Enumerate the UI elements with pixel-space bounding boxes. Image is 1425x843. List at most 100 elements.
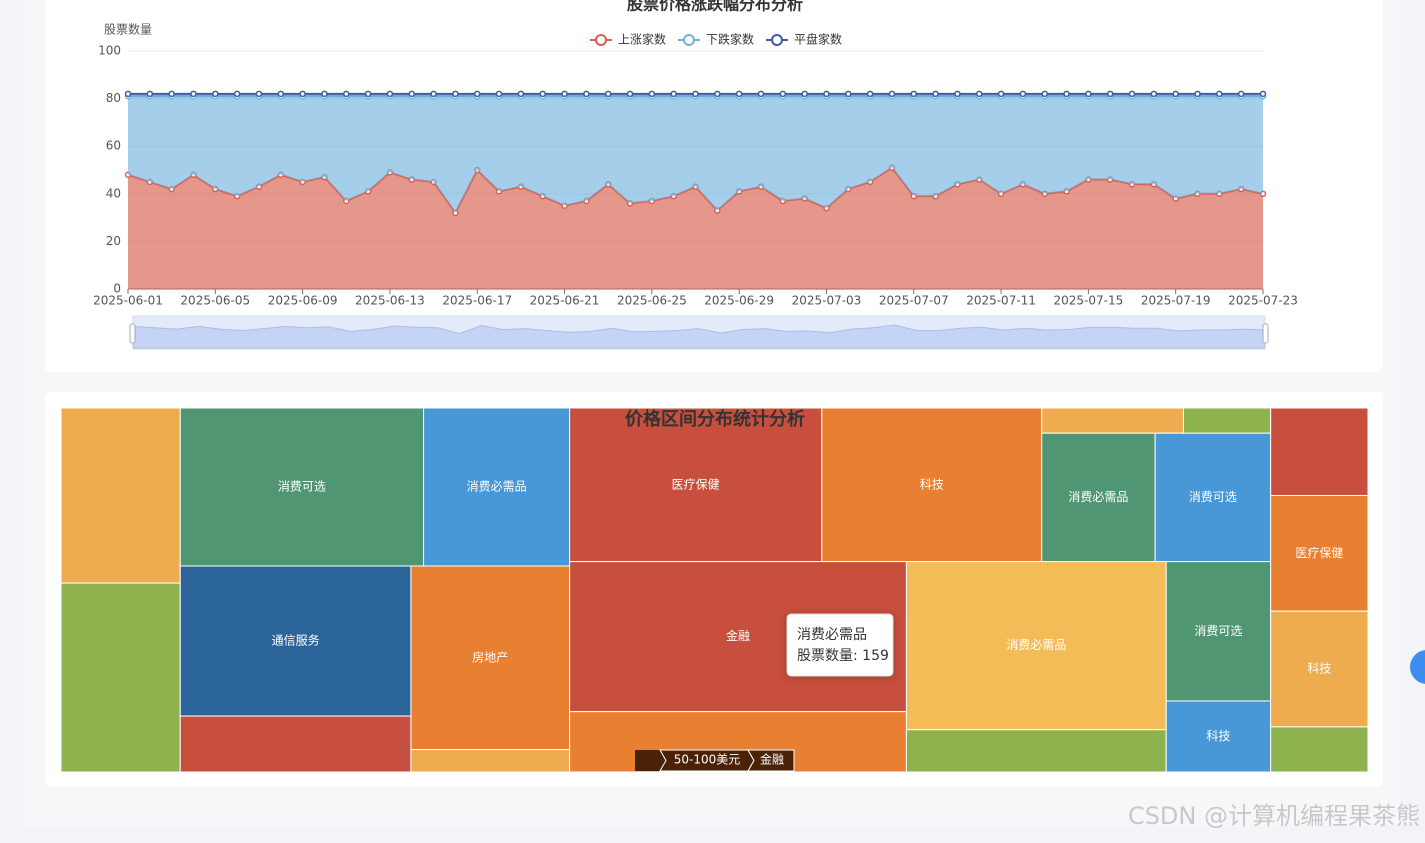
treemap-cell[interactable] <box>179 715 412 773</box>
y-tick-label: 40 <box>106 186 121 200</box>
tooltip-text: 股票数量: 159 <box>797 648 889 664</box>
x-tick-label: 2025-06-05 <box>180 294 250 308</box>
x-tick-label: 2025-07-11 <box>966 294 1036 308</box>
x-tick-label: 2025-06-17 <box>442 294 512 308</box>
point <box>779 90 787 98</box>
treemap-label: 消费可选 <box>1194 624 1242 638</box>
legend-label: 下跌家数 <box>706 32 754 47</box>
x-tick-label: 2025-06-29 <box>704 294 774 308</box>
treemap-label: 消费可选 <box>1189 490 1237 504</box>
treemap-label: 科技 <box>920 477 944 491</box>
breadcrumb-item[interactable] <box>635 750 666 771</box>
breadcrumb-item[interactable] <box>747 749 795 772</box>
treemap-cell[interactable] <box>1270 407 1369 496</box>
treemap-label: 金融 <box>726 628 750 643</box>
treemap-label: 医疗保健 <box>672 477 720 491</box>
x-tick-label: 2025-07-07 <box>879 294 949 308</box>
point <box>626 90 634 98</box>
treemap-cell[interactable] <box>423 407 571 567</box>
treemap-cell[interactable] <box>1182 407 1272 434</box>
point <box>1172 90 1179 98</box>
point <box>888 90 896 98</box>
y-tick-label: 100 <box>98 44 121 58</box>
y-tick-label: 60 <box>106 139 121 153</box>
legend-label: 平盘家数 <box>794 32 842 47</box>
point <box>735 90 743 98</box>
treemap-label: 医疗保健 <box>1295 546 1343 560</box>
point <box>539 90 546 98</box>
area <box>128 167 1263 289</box>
y-axis-label: 股票数量 <box>104 22 152 37</box>
point <box>1128 90 1136 98</box>
treemap-cell[interactable] <box>569 407 823 563</box>
treemap-cell[interactable] <box>905 561 1167 731</box>
point <box>757 90 765 98</box>
point <box>997 90 1005 98</box>
treemap-cell[interactable] <box>410 748 571 773</box>
point <box>1237 90 1245 98</box>
breadcrumb-label[interactable]: 50-100美元 <box>674 753 741 767</box>
treemap-cell[interactable] <box>410 565 571 750</box>
point <box>233 90 241 98</box>
point <box>1194 90 1201 98</box>
point <box>866 90 874 98</box>
point <box>408 90 415 98</box>
point <box>1150 90 1158 98</box>
x-tick-label: 2025-06-21 <box>530 294 600 308</box>
tooltip-title: 消费必需品 <box>797 627 867 643</box>
point <box>1063 90 1070 98</box>
treemap-cell[interactable] <box>905 729 1167 773</box>
point <box>670 90 677 98</box>
treemap-cell[interactable] <box>1165 700 1272 773</box>
x-tick-label: 2025-06-09 <box>268 294 338 308</box>
point <box>692 90 699 98</box>
point <box>190 90 197 98</box>
treemap-cell[interactable] <box>1270 726 1369 773</box>
breadcrumb-label[interactable]: 金融 <box>760 752 784 767</box>
treemap-label: 消费可选 <box>278 480 326 494</box>
point <box>343 90 350 98</box>
point <box>321 90 328 98</box>
point <box>1041 90 1048 98</box>
treemap-cell[interactable] <box>1041 432 1156 563</box>
legend-icon <box>595 34 607 46</box>
treemap-label: 消费必需品 <box>467 480 527 494</box>
treemap-cell[interactable] <box>1154 432 1272 563</box>
point <box>277 90 285 98</box>
treemap-label: 科技 <box>1307 662 1331 676</box>
treemap-cell[interactable] <box>179 407 425 567</box>
point <box>604 90 612 98</box>
treemap-cell[interactable] <box>60 582 181 773</box>
side-toggle[interactable] <box>1410 650 1425 684</box>
treemap-cell[interactable] <box>1270 494 1369 612</box>
watermark: CSDN @计算机编程果茶熊 <box>1128 802 1420 830</box>
point <box>954 90 961 98</box>
point <box>583 90 590 98</box>
point <box>364 90 372 98</box>
point <box>910 90 918 98</box>
treemap-cell[interactable] <box>60 407 181 584</box>
point <box>714 90 721 98</box>
point <box>146 90 154 98</box>
point <box>648 90 656 98</box>
x-tick-label: 2025-07-19 <box>1141 294 1211 308</box>
point <box>1085 90 1092 98</box>
treemap-cell[interactable] <box>1270 610 1369 728</box>
treemap-cell[interactable] <box>1165 561 1272 702</box>
chart-title: 股票价格涨跌幅分布分析 <box>627 0 803 14</box>
point <box>517 90 525 98</box>
point <box>452 90 459 98</box>
treemap-cell[interactable] <box>1041 407 1184 434</box>
point <box>386 90 394 98</box>
x-tick-label: 2025-07-03 <box>792 294 862 308</box>
legend-label: 上涨家数 <box>618 32 666 47</box>
point <box>932 90 939 98</box>
treemap-label: 消费必需品 <box>1068 490 1128 504</box>
area <box>128 96 1263 213</box>
point <box>430 90 437 98</box>
point <box>1216 90 1223 98</box>
line-chart: 0 20 40 60 80 100 2025-06-01 2025-06-05 2025-06-… <box>93 32 1298 350</box>
zoom-preview <box>132 324 1266 349</box>
